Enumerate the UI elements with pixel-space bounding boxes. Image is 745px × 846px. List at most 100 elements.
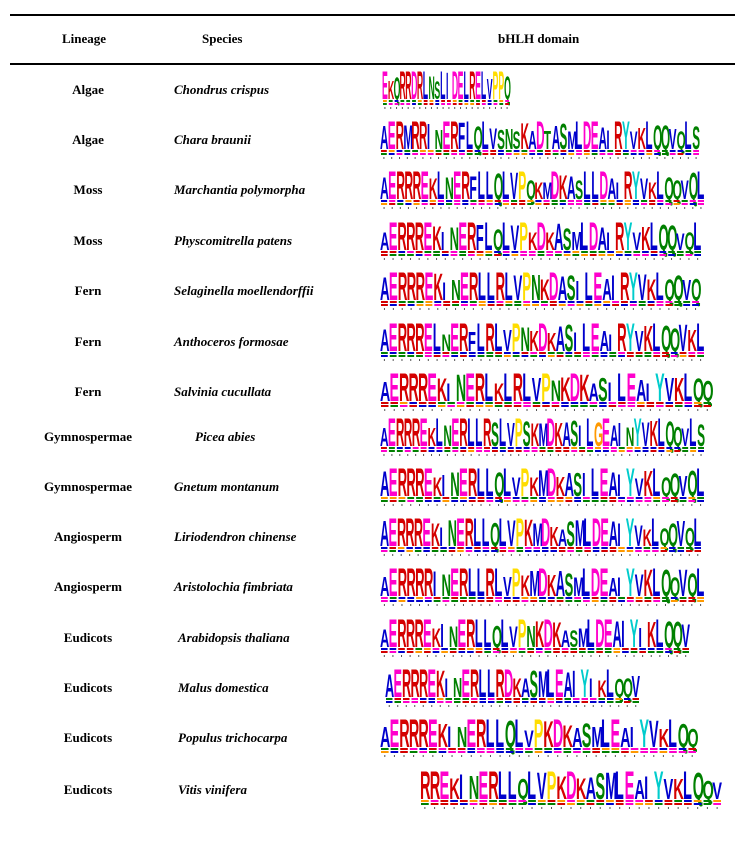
logo-letter: R xyxy=(461,164,470,209)
logo-minor-residue xyxy=(443,150,450,152)
logo-position-tick xyxy=(392,655,394,657)
logo-letter: R xyxy=(624,164,633,209)
logo-minor-residue xyxy=(491,447,498,449)
logo-minor-residue xyxy=(615,153,621,155)
logo-minor-residue xyxy=(498,803,507,805)
logo-minor-residue xyxy=(430,803,439,805)
logo-minor-residue xyxy=(476,254,484,256)
logo-minor-residue xyxy=(653,500,661,502)
logo-position-tick xyxy=(653,258,655,260)
logo-minor-residue xyxy=(381,355,388,357)
logo-letter: Q xyxy=(673,176,682,206)
logo-minor-residue xyxy=(587,450,594,452)
logo-position-tick xyxy=(557,454,559,456)
lineage-cell: Fern xyxy=(74,384,102,399)
logo-minor-residue xyxy=(592,550,600,552)
logo-minor-residue xyxy=(416,355,423,357)
logo-minor-residue xyxy=(547,450,554,452)
logo-minor-residue xyxy=(697,355,704,357)
logo-position-tick xyxy=(445,359,447,361)
logo-minor-residue xyxy=(630,748,639,750)
logo-letter: S xyxy=(692,121,700,157)
logo-minor-residue xyxy=(626,497,634,499)
logo-minor-residue xyxy=(482,153,489,155)
logo-minor-residue xyxy=(600,497,608,499)
logo-minor-residue xyxy=(452,304,459,306)
logo-minor-residue xyxy=(434,301,442,303)
logo-minor-residue xyxy=(622,651,629,653)
logo-minor-residue xyxy=(460,352,467,354)
logo-minor-residue xyxy=(547,447,554,449)
logo-position-tick xyxy=(640,157,642,159)
logo-position-tick xyxy=(512,807,514,809)
logo-minor-residue xyxy=(448,751,456,753)
logo-letter: E xyxy=(388,164,396,209)
table-row: Gymnospermae Picea abies A E R R R E K L N E R L L R S L V… xyxy=(0,411,745,462)
logo-minor-residue xyxy=(383,103,387,105)
logo-minor-residue xyxy=(662,355,669,357)
logo-minor-residue xyxy=(383,100,387,102)
logo-position-tick xyxy=(470,258,472,260)
logo-letter: R xyxy=(430,764,441,808)
logo-position-tick xyxy=(383,207,385,209)
logo-position-tick xyxy=(700,207,702,209)
logo-letter: K xyxy=(554,417,563,454)
logo-letter: Q xyxy=(667,218,677,258)
logo-minor-residue xyxy=(694,547,701,549)
logo-minor-residue xyxy=(452,103,457,105)
logo-position-tick xyxy=(615,308,617,310)
logo-letter: N xyxy=(429,70,435,105)
logo-minor-residue xyxy=(676,254,684,256)
logo-minor-residue xyxy=(479,800,488,802)
logo-letter: E xyxy=(555,662,564,706)
logo-minor-residue xyxy=(530,600,538,602)
logo-letter: Q xyxy=(677,127,686,155)
logo-position-tick xyxy=(488,409,490,411)
logo-minor-residue xyxy=(649,200,656,202)
logo-minor-residue xyxy=(594,304,602,306)
logo-minor-residue xyxy=(435,153,442,155)
logo-minor-residue xyxy=(448,550,456,552)
logo-minor-residue xyxy=(666,450,673,452)
logo-minor-residue xyxy=(530,698,537,700)
logo-minor-residue xyxy=(592,200,599,202)
logo-letter: S xyxy=(497,124,505,155)
logo-position-tick xyxy=(383,554,385,556)
logo-letter: I xyxy=(589,674,593,703)
logo-letter: A xyxy=(380,424,389,452)
logo-letter: L xyxy=(575,114,582,159)
logo-minor-residue xyxy=(443,304,451,306)
logo-position-tick xyxy=(556,655,558,657)
logo-minor-residue xyxy=(468,251,475,253)
logo-minor-residue xyxy=(612,304,619,306)
logo-minor-residue xyxy=(464,100,469,102)
logo-minor-residue xyxy=(618,597,625,599)
logo-position-tick xyxy=(482,705,484,707)
logo-letter: K xyxy=(432,624,441,653)
logo-minor-residue xyxy=(399,402,408,404)
logo-minor-residue xyxy=(503,355,511,357)
logo-minor-residue xyxy=(674,304,682,306)
logo-minor-residue xyxy=(403,698,410,700)
logo-position-tick xyxy=(662,755,664,757)
logo-minor-residue xyxy=(547,352,555,354)
logo-minor-residue xyxy=(499,550,507,552)
logo-letter: K xyxy=(579,368,589,410)
logo-position-tick xyxy=(630,409,632,411)
logo-letter: K xyxy=(433,473,443,502)
logo-minor-residue xyxy=(574,500,582,502)
logo-minor-residue xyxy=(413,200,420,202)
logo-minor-residue xyxy=(649,203,656,205)
logo-minor-residue xyxy=(670,352,678,354)
logo-position-tick xyxy=(543,308,545,310)
logo-minor-residue xyxy=(516,547,524,549)
logo-letter: V xyxy=(676,229,685,256)
logo-minor-residue xyxy=(452,450,459,452)
logo-minor-residue xyxy=(547,803,556,805)
logo-minor-residue xyxy=(390,405,398,407)
logo-position-tick xyxy=(397,705,399,707)
logo-minor-residue xyxy=(647,304,655,306)
logo-letter: N xyxy=(443,418,452,452)
logo-letter: L xyxy=(423,64,428,108)
logo-letter: Q xyxy=(653,120,662,158)
